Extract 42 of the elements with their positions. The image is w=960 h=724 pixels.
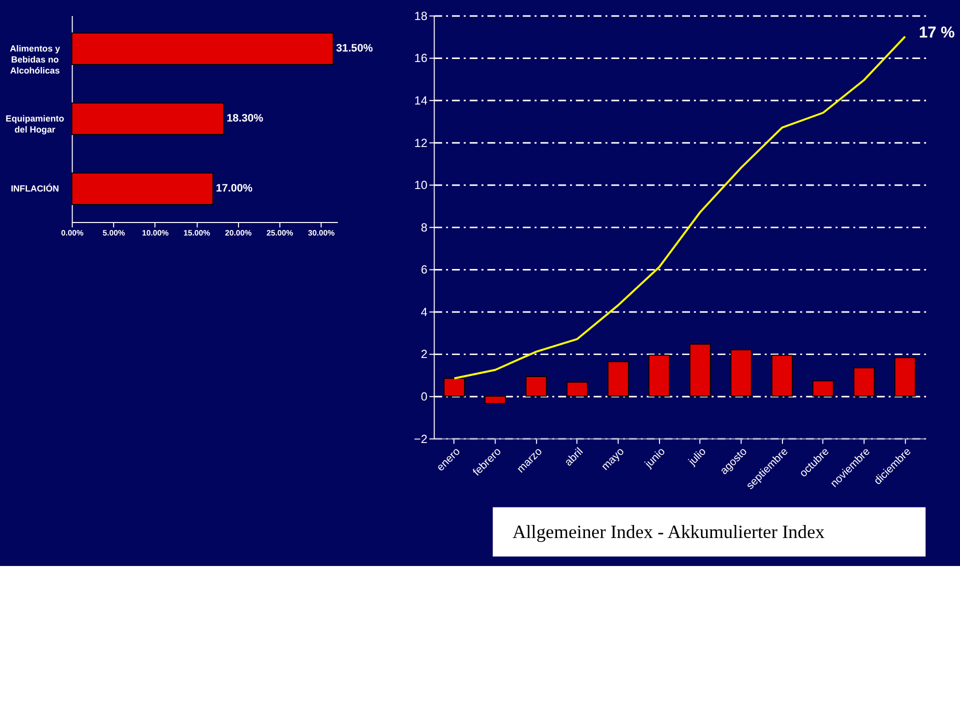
bar	[566, 382, 588, 397]
y-tick-label: 14	[414, 93, 428, 108]
x-tick-label: 20.00%	[224, 228, 252, 238]
data-label: 18.30%	[226, 112, 264, 125]
line-series	[453, 36, 906, 380]
x-tick-label: 0.00%	[61, 228, 84, 238]
y-tick-label: Equipamiento del Hogar	[6, 114, 65, 135]
bar	[648, 354, 670, 397]
y-tick-label: 4	[420, 304, 428, 319]
y-tick-label: 16	[414, 51, 428, 66]
y-tick-label: 0	[420, 390, 428, 404]
bar	[894, 357, 916, 397]
y-tick-label: 18	[414, 8, 428, 23]
bar	[71, 102, 224, 135]
y-tick-label: 12	[414, 136, 428, 150]
bar	[525, 376, 547, 397]
x-tick-label: 5.00%	[102, 228, 125, 238]
y-tick-label: 6	[420, 262, 428, 277]
data-label: 17.00%	[216, 182, 253, 195]
x-tick-label: 10.00%	[142, 228, 169, 238]
x-tick-label: 30.00%	[308, 228, 335, 238]
bar	[444, 378, 466, 397]
y-tick-label: INFLACIÓN	[10, 184, 59, 194]
data-label: 31.50%	[336, 42, 374, 55]
bar	[607, 361, 629, 397]
bar	[71, 32, 334, 65]
x-tick-label: 15.00%	[183, 228, 210, 238]
bar	[853, 367, 875, 397]
y-tick-label: −2	[414, 432, 428, 446]
y-tick-label: 2	[420, 347, 428, 362]
y-tick-label: 8	[420, 220, 428, 234]
bar	[730, 349, 752, 397]
x-tick-label: 25.00%	[266, 228, 294, 238]
text: Allgemeiner Index - Akkumulierter Index	[512, 522, 826, 543]
bar	[812, 380, 834, 397]
y-tick-label: 10	[414, 178, 428, 192]
bar	[71, 172, 214, 206]
bar	[484, 396, 506, 404]
annotation: 17 %	[918, 24, 955, 42]
bar	[689, 344, 711, 397]
bar	[771, 354, 793, 397]
y-tick-label: Alimentos y Bebidas no Alcohólicas	[10, 44, 60, 76]
